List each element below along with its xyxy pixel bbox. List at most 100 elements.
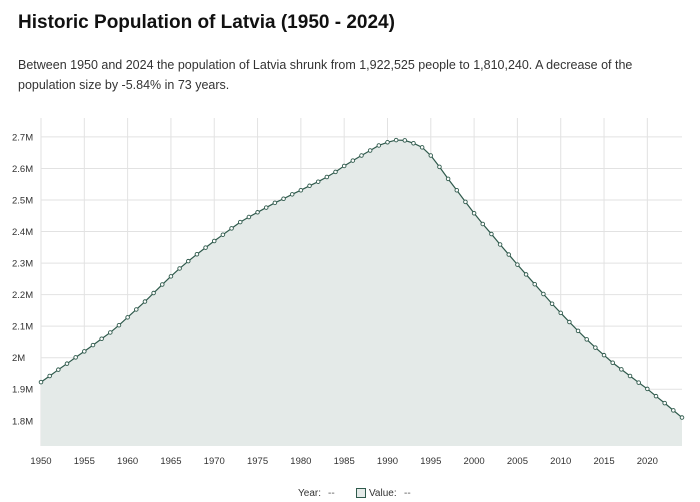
x-tick-label: 1950	[30, 456, 51, 467]
data-point-1997	[445, 176, 451, 182]
data-point-2016	[610, 360, 615, 365]
data-point-1967	[186, 258, 191, 264]
data-point-1971	[220, 232, 226, 237]
data-point-1959	[116, 322, 122, 328]
data-point-2019	[636, 380, 641, 385]
data-point-2021	[653, 393, 659, 399]
y-tick-label: 2.6M	[12, 164, 33, 175]
x-tick-label: 2005	[507, 456, 528, 467]
data-point-1985	[341, 163, 347, 169]
data-point-2012	[575, 328, 581, 334]
data-point-2018	[627, 373, 633, 379]
data-point-1984	[333, 169, 338, 175]
data-point-2015	[601, 352, 607, 358]
data-point-1974	[246, 214, 252, 220]
y-axis-ticks: 1.8M 1.9M 2M 2.1M 2.2M 2.3M 2.4M 2.5M 2.6M 2.7M	[12, 132, 33, 427]
data-point-1989	[376, 143, 382, 148]
data-point-1958	[108, 330, 113, 335]
data-point-2010	[558, 310, 563, 316]
x-tick-label: 2010	[550, 456, 571, 467]
value-label: Value:	[369, 488, 397, 499]
x-tick-label: 1980	[290, 456, 311, 467]
data-point-1969	[203, 245, 208, 250]
data-point-2000	[471, 210, 477, 216]
data-point-1977	[272, 200, 278, 206]
x-tick-label: 1970	[204, 456, 225, 467]
y-tick-label: 2.5M	[12, 196, 33, 207]
y-tick-label: 2.2M	[12, 290, 33, 301]
data-point-2022	[662, 400, 667, 406]
x-tick-label: 1990	[377, 456, 398, 467]
data-point-1956	[90, 342, 96, 348]
data-point-1973	[237, 219, 243, 225]
data-point-2013	[584, 337, 589, 342]
data-point-1980	[298, 187, 304, 193]
data-point-1962	[142, 299, 148, 304]
data-point-1991	[393, 137, 399, 143]
data-point-2009	[549, 301, 555, 307]
data-point-1982	[315, 179, 321, 184]
series-swatch-icon	[356, 488, 366, 498]
data-point-1964	[160, 282, 165, 287]
year-label: Year:	[298, 488, 321, 499]
y-tick-label: 1.9M	[12, 385, 33, 396]
data-point-1970	[211, 238, 217, 244]
data-point-1975	[255, 210, 260, 215]
population-area-fill	[41, 140, 682, 446]
data-point-1981	[307, 183, 312, 189]
y-tick-label: 2.3M	[12, 259, 33, 270]
x-tick-label: 2020	[637, 456, 658, 467]
data-point-2002	[489, 231, 494, 237]
data-point-2005	[515, 262, 520, 267]
data-point-1987	[359, 153, 364, 158]
data-point-2011	[567, 319, 572, 325]
data-point-2023	[671, 408, 676, 413]
data-point-2024	[679, 415, 685, 420]
hover-readout: Year: -- Value: --	[0, 488, 700, 502]
page-title: Historic Population of Latvia (1950 - 20…	[18, 12, 395, 33]
data-point-2007	[532, 281, 537, 287]
y-tick-label: 2.1M	[12, 322, 33, 333]
data-point-1957	[99, 336, 104, 342]
data-point-2017	[619, 367, 624, 372]
data-point-1968	[194, 251, 200, 257]
x-tick-label: 1995	[420, 456, 441, 467]
data-point-1998	[454, 187, 460, 193]
data-point-1999	[463, 199, 468, 205]
data-point-2004	[506, 252, 512, 257]
data-point-1979	[289, 192, 295, 197]
data-point-1966	[177, 266, 182, 271]
data-point-1960	[125, 315, 130, 320]
data-point-1963	[151, 290, 156, 296]
data-point-1965	[168, 274, 174, 279]
data-point-1961	[134, 307, 139, 312]
y-tick-label: 2.7M	[12, 132, 33, 143]
x-tick-label: 1965	[160, 456, 181, 467]
data-point-1990	[385, 140, 390, 145]
x-axis-ticks: 1950 1955 1960 1965 1970 1975 1980 1985 1990 1995…	[30, 456, 657, 467]
x-tick-label: 1960	[117, 456, 138, 467]
data-point-2008	[541, 291, 546, 297]
data-point-1952	[56, 367, 61, 372]
data-point-1988	[367, 148, 373, 153]
data-point-1994	[419, 145, 425, 150]
y-tick-label: 2M	[12, 353, 25, 364]
data-point-2001	[480, 221, 486, 227]
x-tick-label: 2015	[593, 456, 614, 467]
data-point-1995	[428, 153, 434, 158]
page-description: Between 1950 and 2024 the population of …	[18, 58, 633, 92]
data-points	[38, 137, 685, 420]
x-tick-label: 1975	[247, 456, 268, 467]
data-point-1950	[38, 379, 44, 385]
y-tick-label: 1.8M	[12, 416, 33, 427]
population-area-chart[interactable]: 1.8M 1.9M 2M 2.1M 2.2M 2.3M 2.4M 2.5M 2.6M 2.7M 1…	[0, 0, 700, 480]
data-point-1972	[229, 226, 234, 231]
data-point-2003	[497, 242, 503, 247]
year-value: --	[328, 488, 335, 499]
data-point-1976	[263, 205, 269, 210]
data-point-1993	[411, 140, 416, 146]
data-point-2006	[523, 272, 529, 277]
y-tick-label: 2.4M	[12, 227, 33, 238]
data-point-1992	[402, 138, 408, 143]
data-point-1951	[47, 373, 52, 379]
